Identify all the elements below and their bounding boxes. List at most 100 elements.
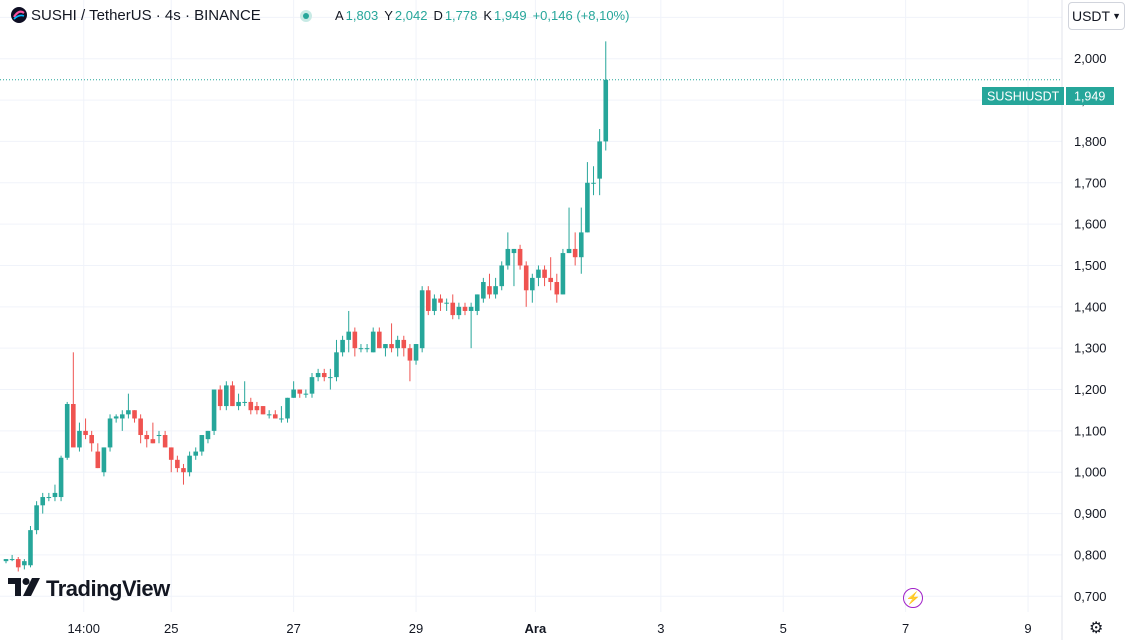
candle[interactable] [536, 265, 541, 287]
candle[interactable] [474, 294, 480, 316]
candle[interactable] [530, 273, 535, 303]
candle[interactable] [346, 310, 352, 353]
candle[interactable] [334, 339, 339, 382]
candle[interactable] [260, 406, 266, 415]
candle[interactable] [425, 286, 431, 316]
candle[interactable] [64, 401, 70, 460]
candle[interactable] [285, 397, 290, 423]
candle[interactable] [266, 410, 272, 419]
candle[interactable] [40, 492, 46, 514]
candle[interactable] [126, 393, 131, 419]
tradingview-logo[interactable]: TradingView [8, 576, 170, 602]
candle[interactable] [438, 294, 443, 311]
candle[interactable] [162, 430, 168, 448]
candle[interactable] [309, 372, 315, 398]
candle[interactable] [328, 368, 333, 390]
candle[interactable] [297, 389, 303, 398]
candle[interactable] [217, 385, 223, 411]
candle[interactable] [548, 257, 553, 291]
candle[interactable] [340, 335, 345, 357]
candle[interactable] [523, 261, 529, 307]
candle[interactable] [450, 294, 456, 320]
candle[interactable] [383, 344, 388, 357]
candle[interactable] [517, 244, 523, 270]
candle[interactable] [585, 162, 590, 233]
candle[interactable] [83, 418, 88, 440]
candle[interactable] [481, 277, 486, 303]
candle[interactable] [144, 430, 150, 448]
candle[interactable] [193, 447, 199, 460]
candle[interactable] [432, 294, 437, 316]
candle[interactable] [407, 344, 413, 382]
candle[interactable] [242, 381, 247, 407]
candle[interactable] [254, 401, 260, 415]
candle[interactable] [542, 265, 547, 287]
candle[interactable] [566, 207, 572, 254]
candle[interactable] [28, 525, 33, 568]
candle[interactable] [303, 389, 309, 398]
candle[interactable] [119, 410, 125, 431]
candle[interactable] [603, 41, 609, 151]
candle[interactable] [358, 344, 364, 353]
candle[interactable] [168, 447, 174, 473]
symbol-title[interactable]: SUSHI / TetherUS · 4s · BINANCE [31, 7, 261, 24]
candle[interactable] [597, 129, 602, 196]
candle[interactable] [511, 248, 517, 287]
candle[interactable] [34, 501, 39, 535]
candle[interactable] [505, 232, 511, 270]
candle[interactable] [58, 455, 64, 502]
candle[interactable] [77, 422, 82, 452]
currency-selector[interactable]: USDT ▼ [1068, 2, 1125, 30]
candle[interactable] [591, 166, 596, 196]
candle[interactable] [560, 248, 566, 295]
candle[interactable] [132, 410, 137, 423]
candle[interactable] [107, 414, 113, 452]
candle[interactable] [71, 352, 76, 448]
candle[interactable] [291, 381, 296, 398]
candle[interactable] [248, 397, 254, 415]
candle[interactable] [138, 414, 143, 444]
candle[interactable] [224, 381, 229, 411]
lightning-icon[interactable]: ⚡ [903, 588, 923, 608]
candle[interactable] [413, 344, 419, 365]
candle[interactable] [321, 368, 327, 382]
candle[interactable] [315, 368, 321, 382]
candle[interactable] [272, 410, 278, 419]
candle[interactable] [46, 492, 52, 502]
candle[interactable] [230, 381, 235, 407]
candle[interactable] [377, 327, 382, 349]
candle[interactable] [395, 335, 400, 357]
candle[interactable] [101, 447, 107, 477]
gear-icon[interactable]: ⚙ [1089, 620, 1104, 637]
candle[interactable] [419, 286, 425, 353]
candle[interactable] [572, 232, 578, 266]
candle[interactable] [352, 327, 358, 357]
candle[interactable] [554, 273, 560, 303]
candle[interactable] [150, 422, 156, 444]
candle[interactable] [187, 451, 192, 477]
candle[interactable] [456, 302, 462, 320]
candle[interactable] [211, 389, 217, 436]
candle[interactable] [22, 559, 27, 570]
candle[interactable] [95, 443, 101, 469]
candle[interactable] [113, 414, 119, 423]
candle[interactable] [3, 559, 9, 564]
candle[interactable] [279, 406, 284, 423]
candle[interactable] [199, 435, 205, 456]
candle[interactable] [578, 207, 584, 274]
candle[interactable] [236, 393, 241, 411]
candle[interactable] [493, 277, 498, 299]
candle[interactable] [175, 455, 180, 473]
candle[interactable] [181, 463, 186, 485]
candle[interactable] [389, 323, 394, 353]
candle[interactable] [89, 430, 94, 452]
candle[interactable] [15, 557, 21, 572]
candle[interactable] [487, 273, 492, 299]
candle[interactable] [444, 298, 449, 311]
candle[interactable] [205, 430, 211, 444]
candle[interactable] [462, 302, 468, 316]
candle[interactable] [499, 261, 505, 291]
candle[interactable] [9, 554, 15, 562]
candle[interactable] [52, 484, 58, 502]
